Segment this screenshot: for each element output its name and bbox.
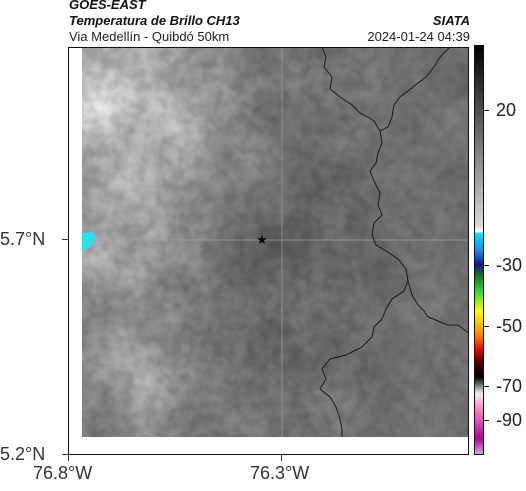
colorbar-label: -30 [496, 255, 523, 275]
colorbar-tick [484, 386, 489, 387]
y-tick-mark [62, 454, 68, 455]
department-boundary [407, 280, 469, 334]
org-label: SIATA [432, 13, 470, 28]
location-star-marker: ★ [256, 233, 268, 248]
satellite-label: GOES-EAST [69, 0, 146, 12]
colorbar [474, 45, 484, 455]
department-boundary [319, 47, 409, 437]
colorbar-tick [484, 326, 489, 327]
lon-label: 76.3°W [250, 463, 310, 483]
product-title: Temperatura de Brillo CH13 [69, 13, 240, 28]
colorbar-tick [484, 420, 489, 421]
lat-label: 5.2°N [0, 444, 46, 464]
colorbar-label: -90 [496, 410, 523, 430]
cold-cloud-patch [82, 232, 96, 251]
y-tick-mark [62, 239, 68, 240]
lon-label: 76.8°W [33, 463, 93, 483]
colorbar-label: -70 [496, 376, 523, 396]
x-tick-mark [281, 455, 282, 461]
x-tick-mark [68, 455, 69, 461]
satellite-map: ★ [68, 47, 469, 455]
lat-label: 5.7°N [0, 229, 46, 249]
colorbar-tick [484, 265, 489, 266]
route-subtitle: Via Medellín - Quibdó 50km [69, 29, 230, 44]
colorbar-label: 20 [496, 100, 517, 120]
colorbar-label: -50 [496, 316, 523, 336]
datetime-label: 2024-01-24 04:39 [367, 29, 470, 44]
colorbar-tick [484, 110, 489, 111]
department-boundary [379, 47, 451, 132]
